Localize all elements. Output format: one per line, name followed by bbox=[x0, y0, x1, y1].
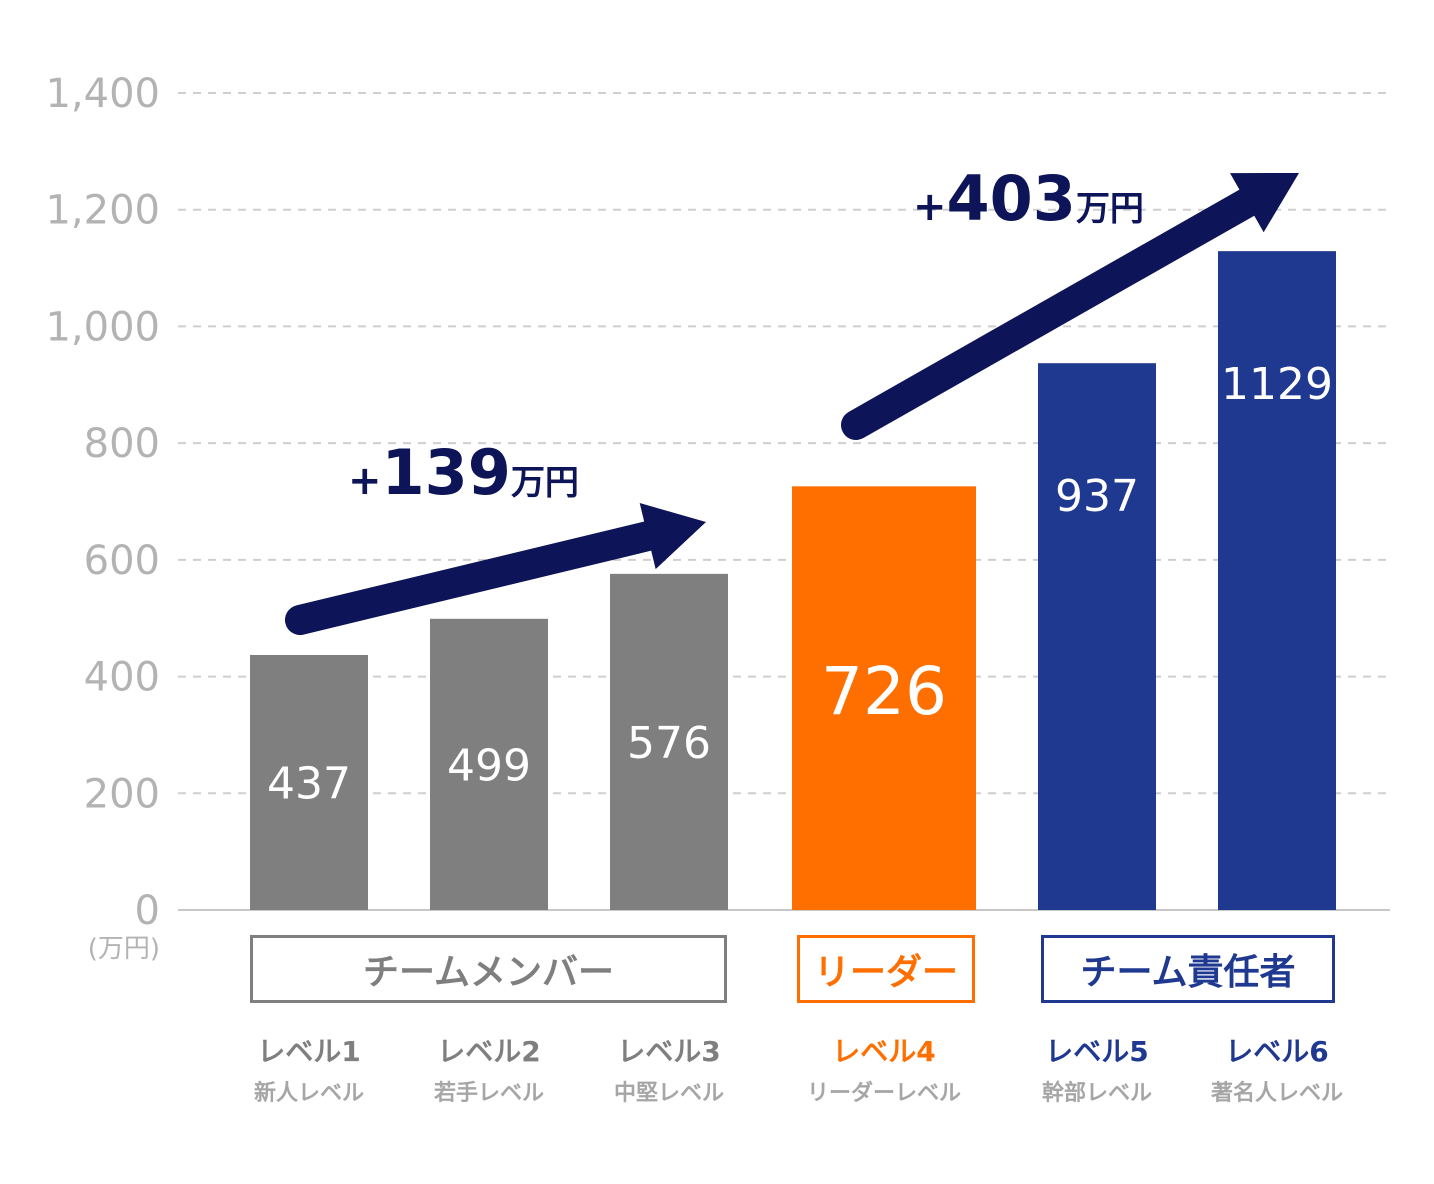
y-tick-label: 1,200 bbox=[45, 188, 160, 234]
group-label-box: リーダー bbox=[797, 935, 975, 1003]
y-unit-label: (万円) bbox=[88, 934, 160, 964]
growth-unit: 万円 bbox=[510, 463, 579, 503]
bar bbox=[1038, 363, 1156, 910]
bar-value-label: 937 bbox=[1055, 471, 1139, 522]
category-sublabel: 新人レベル bbox=[253, 1081, 364, 1106]
bar bbox=[792, 486, 976, 910]
bar bbox=[610, 573, 728, 910]
category-sublabel: リーダーレベル bbox=[806, 1081, 961, 1106]
category-label: レベル6 bbox=[1225, 1035, 1329, 1068]
y-tick-label: 200 bbox=[84, 771, 160, 817]
category-label: レベル5 bbox=[1045, 1035, 1149, 1068]
growth-annotation-member: +139万円 bbox=[348, 436, 579, 509]
group-label-box: チームメンバー bbox=[250, 935, 727, 1003]
growth-arrow-member bbox=[285, 503, 706, 635]
category-sublabel: 若手レベル bbox=[433, 1081, 544, 1106]
y-tick-label: 600 bbox=[84, 538, 160, 584]
bar-value-label: 1129 bbox=[1221, 359, 1333, 410]
y-tick-label: 1,400 bbox=[45, 71, 160, 117]
y-tick-label: 1,000 bbox=[45, 304, 160, 350]
y-tick-label: 400 bbox=[84, 655, 160, 701]
category-sublabel: 著名人レベル bbox=[1210, 1081, 1343, 1106]
category-sublabel: 幹部レベル bbox=[1041, 1081, 1152, 1106]
y-tick-label: 0 bbox=[135, 888, 160, 934]
category-label: レベル3 bbox=[617, 1035, 721, 1068]
category-label: レベル4 bbox=[832, 1035, 936, 1068]
y-tick-label: 800 bbox=[84, 421, 160, 467]
bar-value-label: 576 bbox=[627, 718, 711, 769]
category-label: レベル1 bbox=[257, 1035, 361, 1068]
bar-value-label: 499 bbox=[447, 740, 531, 791]
bar-value-label: 437 bbox=[267, 758, 351, 809]
growth-value: 139 bbox=[381, 436, 511, 509]
bar bbox=[1218, 251, 1336, 911]
group-label: チームメンバー bbox=[363, 952, 614, 993]
bar-value-label: 726 bbox=[821, 653, 947, 730]
category-sublabel: 中堅レベル bbox=[613, 1081, 724, 1106]
growth-plus: + bbox=[913, 184, 947, 230]
bar bbox=[250, 654, 368, 910]
bar bbox=[430, 618, 548, 910]
group-label: チーム責任者 bbox=[1080, 952, 1296, 993]
growth-unit: 万円 bbox=[1075, 189, 1144, 229]
category-label: レベル2 bbox=[437, 1035, 541, 1068]
group-label: リーダー bbox=[813, 952, 958, 993]
growth-value: 403 bbox=[946, 162, 1076, 235]
growth-plus: + bbox=[348, 458, 382, 504]
group-label-box: チーム責任者 bbox=[1041, 935, 1335, 1003]
growth-arrow-leader bbox=[841, 173, 1299, 440]
growth-annotation-leader: +403万円 bbox=[913, 162, 1144, 235]
